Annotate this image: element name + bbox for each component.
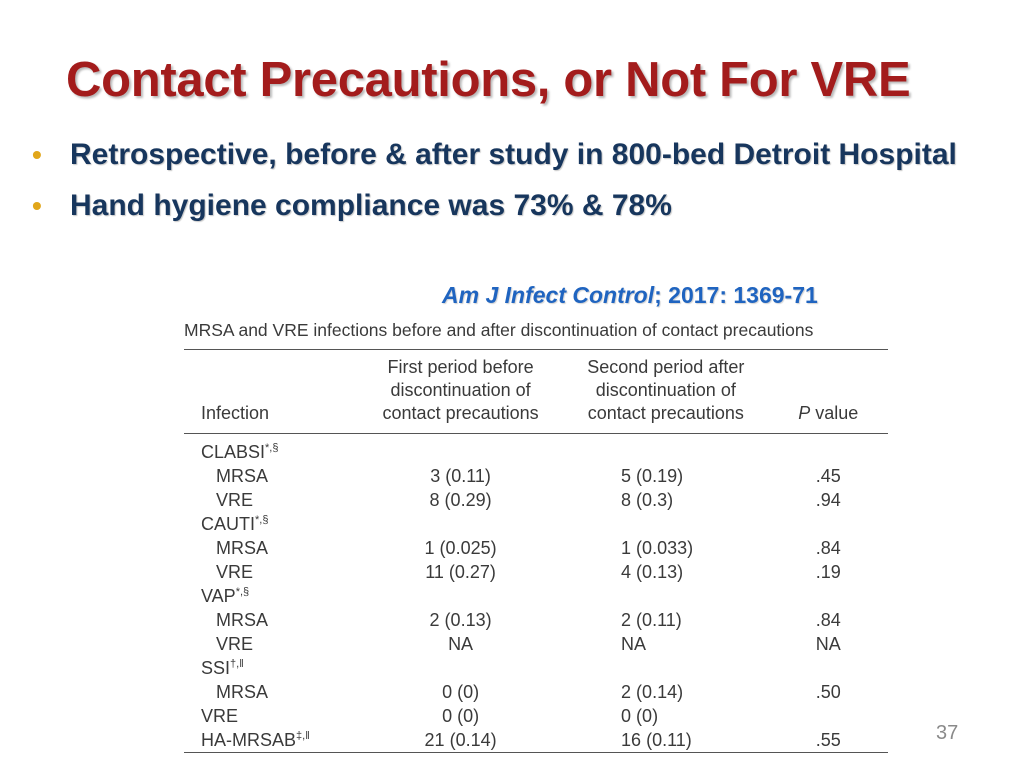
table-row: VAP*,§	[184, 584, 888, 608]
cell-second-period: 16 (0.11)	[563, 728, 769, 753]
cell-infection: VRE	[216, 562, 254, 582]
cell-p-value: .45	[815, 466, 841, 486]
citation-journal: Am J Infect Control	[442, 282, 655, 308]
cell-second-period: 0 (0)	[621, 706, 659, 726]
cell-first-period	[358, 656, 563, 680]
bullet-text: Retrospective, before & after study in 8…	[70, 138, 957, 171]
cell-second-period	[563, 434, 769, 465]
cell-infection: VRE	[201, 706, 239, 726]
cell-first-period: 11 (0.27)	[425, 562, 496, 582]
table-caption: MRSA and VRE infections before and after…	[184, 320, 814, 340]
cell-p-value: .84	[815, 538, 841, 558]
cell-first-period	[358, 434, 563, 465]
cell-p-value	[769, 584, 888, 608]
slide-title: Contact Precautions, or Not For VRE	[66, 53, 911, 107]
cell-second-period	[563, 512, 769, 536]
cell-infection: MRSA	[216, 610, 269, 630]
citation: Am J Infect Control; 2017: 1369-71	[442, 282, 818, 309]
cell-second-period	[563, 656, 769, 680]
cell-p-value	[769, 656, 888, 680]
cell-second-period: 2 (0.11)	[621, 610, 682, 630]
cell-p-value: .50	[815, 682, 841, 702]
cell-infection: VRE	[216, 634, 254, 654]
cell-first-period: 1 (0.025)	[424, 538, 497, 558]
cell-first-period: 21 (0.14)	[358, 728, 564, 753]
table-row: VRE NA NA NA	[184, 632, 888, 656]
cell-first-period: 3 (0.11)	[430, 466, 491, 486]
cell-p-value: .19	[815, 562, 841, 582]
infection-table: Infection First period before discontinu…	[184, 349, 888, 753]
cell-first-period: 8 (0.29)	[429, 490, 492, 510]
cell-first-period	[358, 584, 563, 608]
cell-infection: MRSA	[216, 538, 269, 558]
table-body: CLABSI*,§ MRSA 3 (0.11) 5 (0.19) .45 VRE 8 (0.…	[184, 434, 888, 753]
table-row: MRSA 2 (0.13) 2 (0.11) .84	[184, 608, 888, 632]
header-second-period: Second period after discontinuation of c…	[563, 349, 769, 434]
cell-p-value: NA	[815, 634, 841, 654]
table-row: VRE 0 (0) 0 (0)	[184, 704, 888, 728]
cell-second-period: 8 (0.3)	[621, 490, 674, 510]
citation-details: ; 2017: 1369-71	[654, 282, 818, 308]
cell-p-value	[769, 434, 888, 465]
table-row: SSI†,‖	[184, 656, 888, 680]
cell-second-period: 5 (0.19)	[621, 466, 684, 486]
cell-p-value	[769, 512, 888, 536]
cell-p-value	[769, 704, 888, 728]
cell-infection: CLABSI*,§	[201, 442, 279, 462]
table-row: HA-MRSAB‡,‖ 21 (0.14) 16 (0.11) .55	[184, 728, 888, 753]
cell-first-period: 0 (0)	[442, 706, 480, 726]
cell-infection: VRE	[216, 490, 254, 510]
cell-p-value: .94	[815, 490, 841, 510]
table-row: VRE 11 (0.27) 4 (0.13) .19	[184, 560, 888, 584]
cell-p-value: .84	[815, 610, 841, 630]
cell-infection: MRSA	[216, 466, 269, 486]
bullet-item: • Hand hygiene compliance was 73% & 78%	[30, 187, 970, 224]
page-number: 37	[936, 722, 959, 744]
cell-first-period	[358, 512, 563, 536]
header-first-period: First period before discontinuation of c…	[358, 349, 564, 434]
infection-table-figure: MRSA and VRE infections before and after…	[184, 320, 888, 753]
cell-first-period: 0 (0)	[442, 682, 480, 702]
cell-infection: CAUTI*,§	[201, 514, 269, 534]
bullet-dot-icon: •	[32, 139, 42, 170]
cell-second-period: 1 (0.033)	[621, 538, 694, 558]
bullet-item: • Retrospective, before & after study in…	[30, 136, 970, 173]
table-row: VRE 8 (0.29) 8 (0.3) .94	[184, 488, 888, 512]
cell-first-period: 2 (0.13)	[429, 610, 492, 630]
table-row: CLABSI*,§	[184, 434, 888, 465]
bullet-text: Hand hygiene compliance was 73% & 78%	[70, 189, 672, 222]
cell-first-period: NA	[448, 634, 474, 654]
table-row: MRSA 3 (0.11) 5 (0.19) .45	[184, 464, 888, 488]
header-p-value: P value	[768, 349, 888, 434]
table-row: MRSA 1 (0.025) 1 (0.033) .84	[184, 536, 888, 560]
cell-second-period: 2 (0.14)	[621, 682, 684, 702]
table-row: CAUTI*,§	[184, 512, 888, 536]
bullet-dot-icon: •	[32, 190, 42, 221]
cell-second-period: NA	[621, 634, 647, 654]
cell-infection: HA-MRSAB‡,‖	[184, 728, 359, 753]
header-infection: Infection	[184, 349, 359, 434]
bullet-list: • Retrospective, before & after study in…	[30, 136, 970, 238]
cell-p-value: .55	[768, 728, 888, 753]
cell-infection: MRSA	[216, 682, 269, 702]
cell-infection: VAP*,§	[201, 586, 250, 606]
table-row: MRSA 0 (0) 2 (0.14) .50	[184, 680, 888, 704]
cell-second-period: 4 (0.13)	[621, 562, 684, 582]
cell-infection: SSI†,‖	[201, 658, 244, 678]
cell-second-period	[563, 584, 769, 608]
